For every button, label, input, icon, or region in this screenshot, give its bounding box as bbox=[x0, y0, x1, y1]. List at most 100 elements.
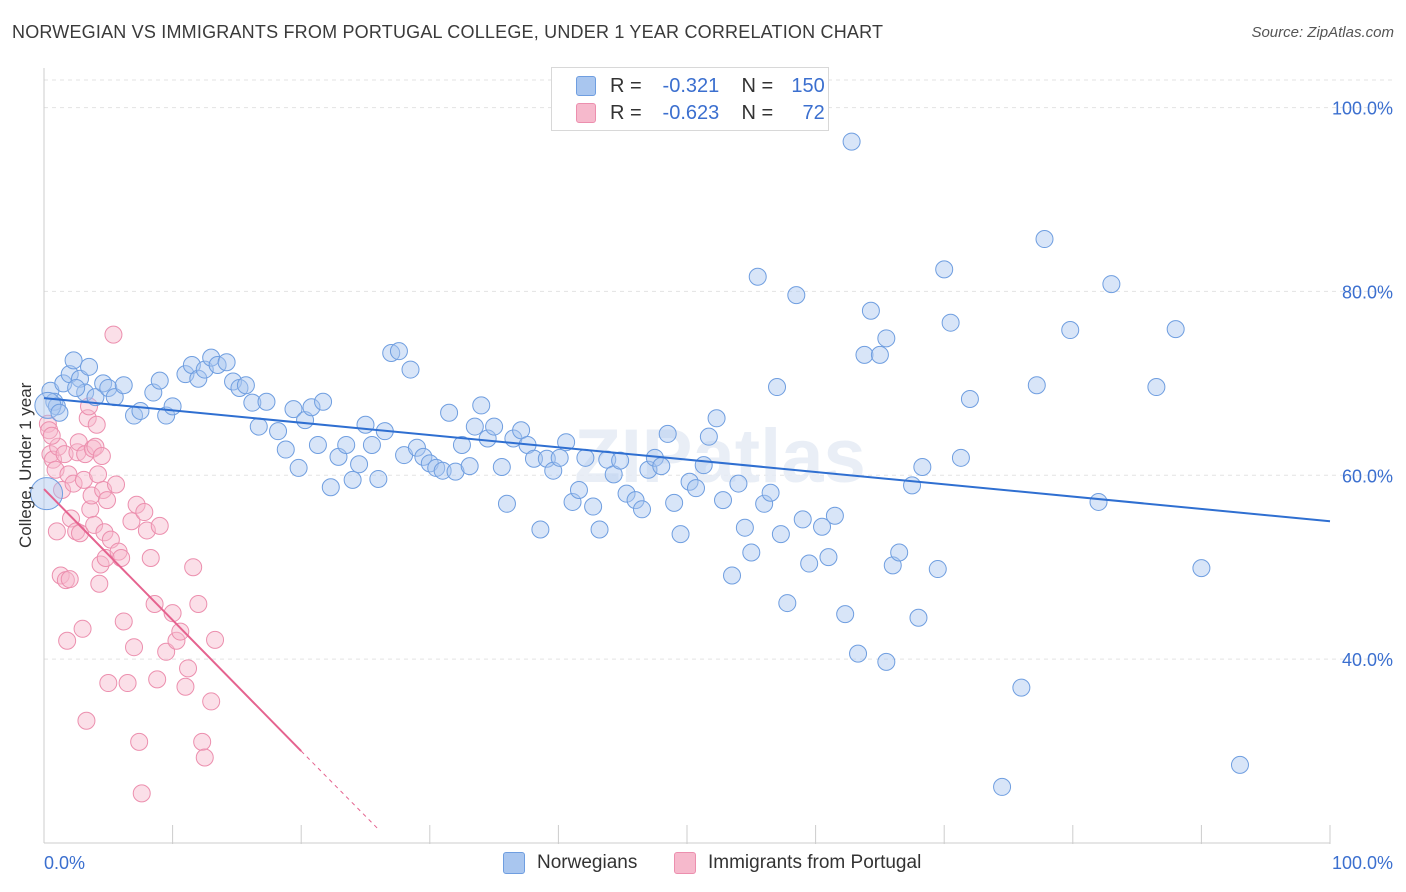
data-point-portugal bbox=[171, 622, 190, 641]
data-point-norwegian bbox=[163, 397, 182, 416]
data-point-norwegian bbox=[584, 497, 603, 516]
y-tick-labels: 40.0% 60.0% 80.0% 100.0% bbox=[1332, 99, 1393, 671]
data-point-norwegian bbox=[1230, 755, 1249, 774]
legend-swatch-pink bbox=[674, 852, 696, 874]
data-point-norwegian bbox=[249, 417, 268, 436]
trend-lines bbox=[43, 397, 1331, 830]
data-point-norwegian bbox=[524, 449, 543, 468]
legend-row-norwegians: R = -0.321 N = 150 bbox=[576, 74, 825, 98]
data-point-norwegian bbox=[321, 478, 340, 497]
data-point-norwegian bbox=[284, 400, 303, 419]
data-point-norwegian bbox=[50, 403, 69, 422]
data-point-portugal bbox=[145, 594, 164, 613]
data-point-norwegian bbox=[460, 457, 479, 476]
data-point-norwegian bbox=[951, 448, 970, 467]
data-point-norwegian bbox=[813, 517, 832, 536]
portugal-points bbox=[38, 325, 225, 803]
data-point-norwegian bbox=[714, 491, 733, 510]
data-point-norwegian bbox=[748, 267, 767, 286]
data-point-norwegian bbox=[928, 560, 947, 579]
data-point-portugal bbox=[206, 630, 225, 649]
data-point-portugal bbox=[87, 415, 106, 434]
data-point-norwegian bbox=[665, 493, 684, 512]
axes bbox=[43, 68, 1331, 844]
data-point-portugal bbox=[193, 732, 212, 751]
data-point-portugal bbox=[195, 748, 214, 767]
data-point-norwegian bbox=[157, 406, 176, 425]
legend-r-value: -0.623 bbox=[662, 101, 720, 124]
data-point-portugal bbox=[49, 437, 68, 456]
data-point-norwegian bbox=[217, 353, 236, 372]
data-point-portugal bbox=[85, 515, 104, 534]
data-point-portugal bbox=[114, 612, 133, 631]
data-point-norwegian bbox=[855, 345, 874, 364]
data-point-portugal bbox=[132, 784, 151, 803]
trend-line-norwegians bbox=[43, 397, 1331, 523]
data-point-norwegian bbox=[993, 777, 1012, 796]
data-point-norwegian bbox=[189, 369, 208, 388]
data-point-portugal bbox=[64, 474, 83, 493]
data-point-norwegian bbox=[658, 424, 677, 443]
data-point-portugal bbox=[74, 470, 93, 489]
data-point-norwegian bbox=[257, 392, 276, 411]
data-point-norwegian bbox=[890, 543, 909, 562]
data-point-portugal bbox=[90, 574, 109, 593]
legend-swatch-blue bbox=[576, 76, 596, 96]
data-point-norwegian bbox=[836, 605, 855, 624]
data-point-norwegian bbox=[478, 429, 497, 448]
data-point-norwegian bbox=[563, 492, 582, 511]
data-point-norwegian bbox=[632, 500, 651, 519]
data-point-norwegian bbox=[537, 449, 556, 468]
data-point-norwegian bbox=[80, 357, 99, 376]
legend-item-norwegians: Norwegians bbox=[503, 852, 637, 874]
data-point-norwegian bbox=[465, 417, 484, 436]
data-point-norwegian bbox=[302, 398, 321, 417]
data-point-norwegian bbox=[1027, 376, 1046, 395]
y-tick-label: 100.0% bbox=[1332, 99, 1393, 119]
data-point-norwegian bbox=[699, 427, 718, 446]
data-point-norwegian bbox=[30, 477, 64, 511]
data-point-norwegian bbox=[611, 451, 630, 470]
x-tick-labels: 0.0% 100.0% bbox=[44, 853, 1393, 873]
data-point-norwegian bbox=[778, 594, 797, 613]
data-point-norwegian bbox=[877, 329, 896, 348]
data-point-norwegian bbox=[550, 448, 569, 467]
data-point-norwegian bbox=[497, 494, 516, 513]
data-point-norwegian bbox=[269, 422, 288, 441]
data-point-portugal bbox=[98, 491, 117, 510]
data-point-norwegian bbox=[576, 448, 595, 467]
data-point-norwegian bbox=[913, 458, 932, 477]
y-axis-label: College, Under 1 year bbox=[16, 382, 35, 548]
x-tick-label: 0.0% bbox=[44, 853, 85, 873]
legend-n-label: N = bbox=[741, 74, 774, 97]
data-point-portugal bbox=[89, 465, 108, 484]
data-point-portugal bbox=[150, 516, 169, 535]
data-point-norwegian bbox=[362, 435, 381, 454]
data-point-norwegian bbox=[308, 435, 327, 454]
data-point-norwegian bbox=[440, 403, 459, 422]
data-point-norwegian bbox=[472, 396, 491, 415]
legend-swatch-blue bbox=[503, 852, 525, 874]
data-point-norwegian bbox=[485, 417, 504, 436]
x-tick-label: 100.0% bbox=[1332, 853, 1393, 873]
watermark: ZIPatlas bbox=[574, 414, 865, 499]
data-point-norwegian bbox=[742, 543, 761, 562]
data-point-portugal bbox=[60, 570, 79, 589]
data-point-norwegian bbox=[1035, 230, 1054, 249]
data-point-norwegian bbox=[382, 344, 401, 363]
data-point-portugal bbox=[104, 325, 123, 344]
data-point-portugal bbox=[184, 558, 203, 577]
data-point-portugal bbox=[163, 604, 182, 623]
data-point-portugal bbox=[130, 732, 149, 751]
data-point-norwegian bbox=[771, 525, 790, 544]
data-point-norwegian bbox=[800, 554, 819, 573]
data-point-portugal bbox=[135, 503, 154, 522]
data-point-portugal bbox=[141, 549, 160, 568]
data-point-norwegian bbox=[735, 518, 754, 537]
data-point-portugal bbox=[99, 674, 118, 693]
data-point-portugal bbox=[148, 670, 167, 689]
data-point-norwegian bbox=[452, 435, 471, 454]
data-point-portugal bbox=[38, 414, 57, 433]
data-point-norwegian bbox=[819, 548, 838, 567]
data-point-norwegian bbox=[401, 360, 420, 379]
